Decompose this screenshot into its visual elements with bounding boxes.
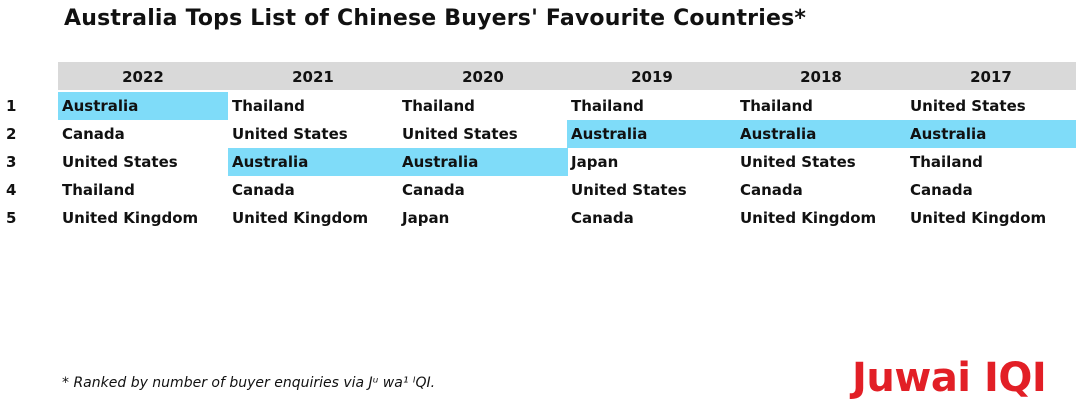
table-cell-highlighted: Australia — [567, 120, 737, 148]
column-header-2018: 2018 — [800, 68, 842, 86]
rank-label: 2 — [6, 125, 17, 143]
rank-label: 4 — [6, 181, 17, 199]
table-cell: Thailand — [232, 97, 305, 115]
table-cell: Thailand — [571, 97, 644, 115]
column-header-2022: 2022 — [122, 68, 164, 86]
table-cell-highlighted: Australia — [736, 120, 906, 148]
rank-label: 5 — [6, 209, 17, 227]
table-cell: Thailand — [740, 97, 813, 115]
column-header-2017: 2017 — [970, 68, 1012, 86]
table-cell: Japan — [571, 153, 619, 171]
table-cell: Thailand — [402, 97, 475, 115]
chart-title: Australia Tops List of Chinese Buyers' F… — [64, 6, 807, 31]
table-cell-highlighted: Australia — [58, 92, 228, 120]
table-cell: United Kingdom — [62, 209, 199, 227]
rank-label: 1 — [6, 97, 17, 115]
table-header-row: 2022 2021 2020 2019 2018 2017 — [58, 62, 1076, 90]
table-cell-highlighted: Australia — [398, 148, 568, 176]
table-cell: United States — [232, 125, 348, 143]
table-cell: Thailand — [910, 153, 983, 171]
table-cell: United States — [62, 153, 178, 171]
table-cell: Canada — [62, 125, 125, 143]
table-cell-highlighted: Australia — [906, 120, 1076, 148]
table-cell: Canada — [910, 181, 973, 199]
table-cell: United Kingdom — [740, 209, 877, 227]
table-cell: Canada — [402, 181, 465, 199]
table-cell: Canada — [571, 209, 634, 227]
table-cell: United Kingdom — [910, 209, 1047, 227]
table-cell: United Kingdom — [232, 209, 369, 227]
column-header-2020: 2020 — [462, 68, 504, 86]
footnote: * Ranked by number of buyer enquiries vi… — [62, 375, 436, 391]
table-cell: Japan — [402, 209, 450, 227]
column-header-2021: 2021 — [292, 68, 334, 86]
table-cell: Canada — [232, 181, 295, 199]
table-cell: United States — [402, 125, 518, 143]
column-header-2019: 2019 — [631, 68, 673, 86]
table-cell: Thailand — [62, 181, 135, 199]
juwai-iqi-logo: Juwai IQI — [852, 355, 1047, 401]
table-cell: Canada — [740, 181, 803, 199]
table-cell: United States — [740, 153, 856, 171]
table-cell: United States — [910, 97, 1026, 115]
rank-label: 3 — [6, 153, 17, 171]
table-cell-highlighted: Australia — [228, 148, 398, 176]
table-cell: United States — [571, 181, 687, 199]
